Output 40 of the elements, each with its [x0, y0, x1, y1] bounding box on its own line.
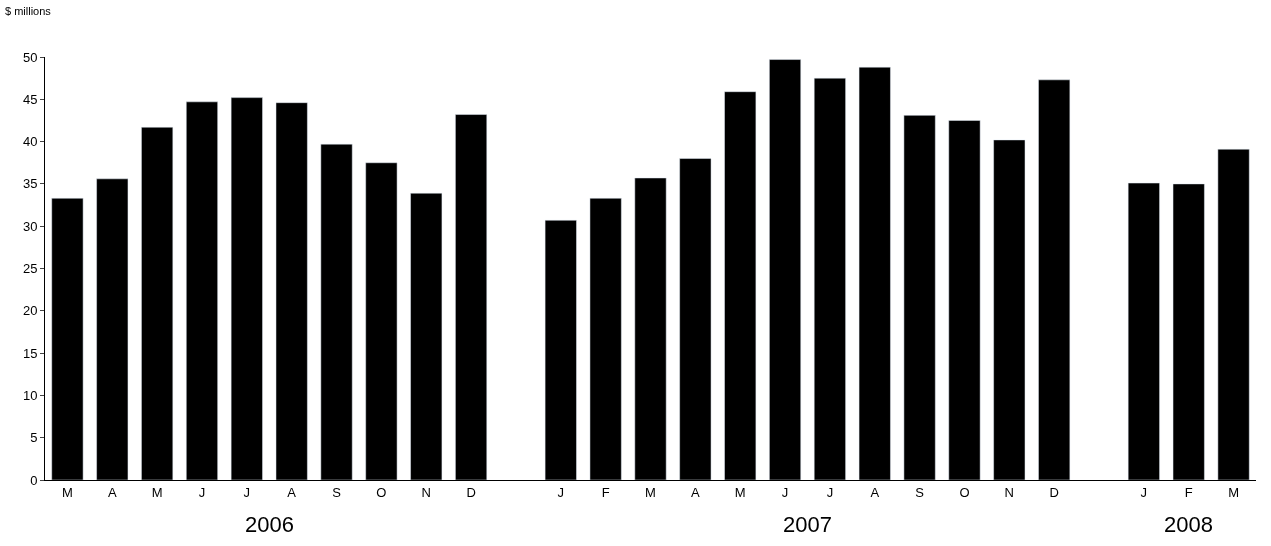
- x-tick-label: D: [1049, 484, 1059, 500]
- x-tick-label: M: [151, 484, 163, 500]
- y-tick-label: 10: [22, 387, 38, 403]
- x-tick-label: J: [826, 484, 834, 500]
- y-tick-label: 5: [30, 430, 38, 446]
- x-tick-label: F: [1184, 484, 1193, 500]
- x-tick-label: A: [691, 484, 701, 500]
- x-tick-label: N: [421, 484, 431, 500]
- y-tick-label: 0: [30, 472, 38, 488]
- x-tick-label: S: [915, 484, 925, 500]
- x-tick-label: N: [1004, 484, 1015, 500]
- x-tick-label: A: [287, 484, 297, 500]
- y-tick-label: 25: [22, 261, 38, 277]
- y-tick-label: 35: [22, 176, 38, 192]
- x-tick-label: M: [734, 484, 746, 500]
- x-tick-label: S: [332, 484, 342, 500]
- y-tick-label: 30: [22, 218, 38, 234]
- y-tick-label: 45: [22, 91, 38, 107]
- x-tick-label: A: [870, 484, 880, 500]
- x-tick-label: J: [781, 484, 789, 500]
- x-tick-label: M: [645, 484, 656, 500]
- y-tick-label: 50: [22, 49, 38, 65]
- y-axis-title: $ millions: [5, 5, 52, 17]
- x-tick-label: J: [243, 484, 251, 500]
- x-tick-label: D: [466, 484, 476, 500]
- text: 2008: [1164, 512, 1213, 537]
- text: 2006: [245, 512, 294, 537]
- x-tick-label: F: [601, 484, 610, 500]
- text: 2007: [783, 512, 832, 537]
- x-tick-label: A: [107, 484, 117, 500]
- y-tick-label: 40: [22, 134, 38, 150]
- y-tick-label: 15: [22, 345, 38, 361]
- x-tick-label: M: [62, 484, 73, 500]
- x-tick-label: M: [1228, 484, 1239, 500]
- x-tick-label: O: [376, 484, 387, 500]
- x-tick-label: J: [1140, 484, 1148, 500]
- x-tick-label: O: [959, 484, 970, 500]
- y-tick-label: 20: [22, 303, 38, 319]
- x-tick-label: J: [557, 484, 565, 500]
- x-tick-label: J: [198, 484, 206, 500]
